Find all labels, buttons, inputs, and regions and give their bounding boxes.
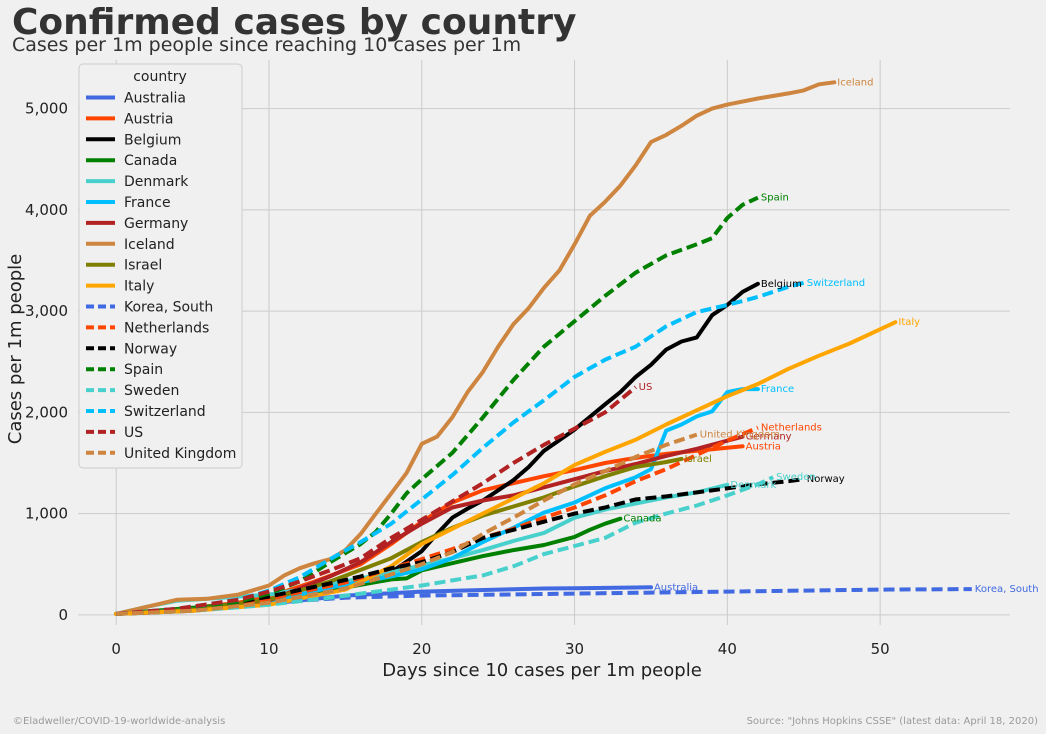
footer-source: Source: "Johns Hopkins CSSE" (latest dat… bbox=[747, 716, 1039, 727]
series-line-germany bbox=[114, 434, 745, 616]
legend-label-australia: Australia bbox=[124, 91, 186, 107]
end-label-us: US bbox=[639, 382, 653, 393]
legend-label-us: US bbox=[124, 425, 143, 441]
legend-label-canada: Canada bbox=[124, 153, 177, 169]
end-label-austria: Austria bbox=[746, 441, 781, 452]
end-label-korea-south: Korea, South bbox=[975, 584, 1039, 595]
end-label-israel: Israel bbox=[685, 454, 712, 465]
series-line-norway bbox=[116, 477, 804, 616]
series-line-iceland bbox=[114, 80, 837, 616]
legend: country Australia Austria Belgium Canada Den… bbox=[78, 63, 243, 469]
end-label-netherlands: Netherlands bbox=[761, 423, 822, 434]
y-axis-label: Cases per 1m people bbox=[5, 254, 26, 445]
legend-label-netherlands: Netherlands bbox=[124, 320, 209, 336]
series-line-switzerland bbox=[116, 280, 805, 616]
x-tick-label: 30 bbox=[565, 640, 584, 658]
legend-box bbox=[78, 63, 243, 469]
end-label-iceland: Iceland bbox=[837, 77, 873, 88]
x-axis-label: Days since 10 cases per 1m people bbox=[382, 660, 702, 681]
series-line-italy bbox=[114, 320, 898, 616]
end-label-canada: Canada bbox=[623, 514, 661, 525]
end-label-australia: Australia bbox=[654, 582, 698, 593]
legend-label-germany: Germany bbox=[124, 216, 188, 232]
legend-items: Australia Austria Belgium Canada Denmark Fran… bbox=[86, 91, 236, 462]
footer-credit: ©Eladweller/COVID-19-worldwide-analysis bbox=[13, 716, 225, 727]
y-tick-label: 4,000 bbox=[25, 201, 68, 219]
series-line-korea-south bbox=[116, 587, 972, 616]
series-line-us bbox=[116, 385, 637, 616]
y-tick-label: 0 bbox=[58, 606, 68, 624]
x-tick-label: 0 bbox=[111, 640, 121, 658]
end-label-united-kingdom: United Kingdom bbox=[700, 430, 780, 441]
x-tick-label: 20 bbox=[412, 640, 431, 658]
end-label-belgium: Belgium bbox=[761, 279, 802, 290]
series-line-united-kingdom bbox=[116, 432, 698, 616]
legend-title: country bbox=[133, 69, 187, 85]
x-tick-label: 50 bbox=[871, 640, 890, 658]
legend-label-united-kingdom: United Kingdom bbox=[124, 446, 236, 462]
end-label-sweden: Sweden bbox=[776, 472, 816, 483]
series-line-sweden bbox=[116, 475, 775, 616]
legend-label-iceland: Iceland bbox=[124, 237, 175, 253]
series-line-france bbox=[114, 387, 760, 616]
end-label-norway: Norway bbox=[807, 474, 845, 485]
end-label-switzerland: Switzerland bbox=[807, 278, 865, 289]
legend-label-switzerland: Switzerland bbox=[124, 404, 206, 420]
chart-title: Confirmed cases by country bbox=[12, 2, 576, 43]
series-end-labels: Australia Austria Belgium Canada Denmark Fran… bbox=[623, 77, 1038, 595]
legend-label-norway: Norway bbox=[124, 341, 177, 357]
legend-label-sweden: Sweden bbox=[124, 383, 179, 399]
end-label-france: France bbox=[761, 384, 794, 395]
end-label-italy: Italy bbox=[898, 317, 920, 328]
legend-label-austria: Austria bbox=[124, 111, 173, 127]
legend-label-belgium: Belgium bbox=[124, 132, 181, 148]
legend-label-spain: Spain bbox=[124, 362, 163, 378]
y-tick-label: 5,000 bbox=[25, 100, 68, 118]
legend-label-korea-south: Korea, South bbox=[124, 300, 213, 316]
end-label-germany: Germany bbox=[746, 432, 792, 443]
legend-label-france: France bbox=[124, 195, 171, 211]
x-tick-label: 10 bbox=[259, 640, 278, 658]
series-lines bbox=[114, 80, 972, 616]
legend-label-israel: Israel bbox=[124, 258, 162, 274]
chart-subtitle: Cases per 1m people since reaching 10 ca… bbox=[12, 34, 521, 56]
x-tick-labels: 0 10 20 30 40 50 bbox=[111, 640, 889, 658]
end-label-denmark: Denmark bbox=[730, 480, 776, 491]
y-tick-label: 2,000 bbox=[25, 403, 68, 421]
end-label-spain: Spain bbox=[761, 193, 789, 204]
y-tick-label: 1,000 bbox=[25, 505, 68, 523]
y-tick-label: 3,000 bbox=[25, 302, 68, 320]
y-tick-labels: 0 1,000 2,000 3,000 4,000 5,000 bbox=[25, 100, 68, 624]
legend-label-denmark: Denmark bbox=[124, 174, 189, 190]
legend-label-italy: Italy bbox=[124, 279, 154, 295]
x-tick-label: 40 bbox=[718, 640, 737, 658]
